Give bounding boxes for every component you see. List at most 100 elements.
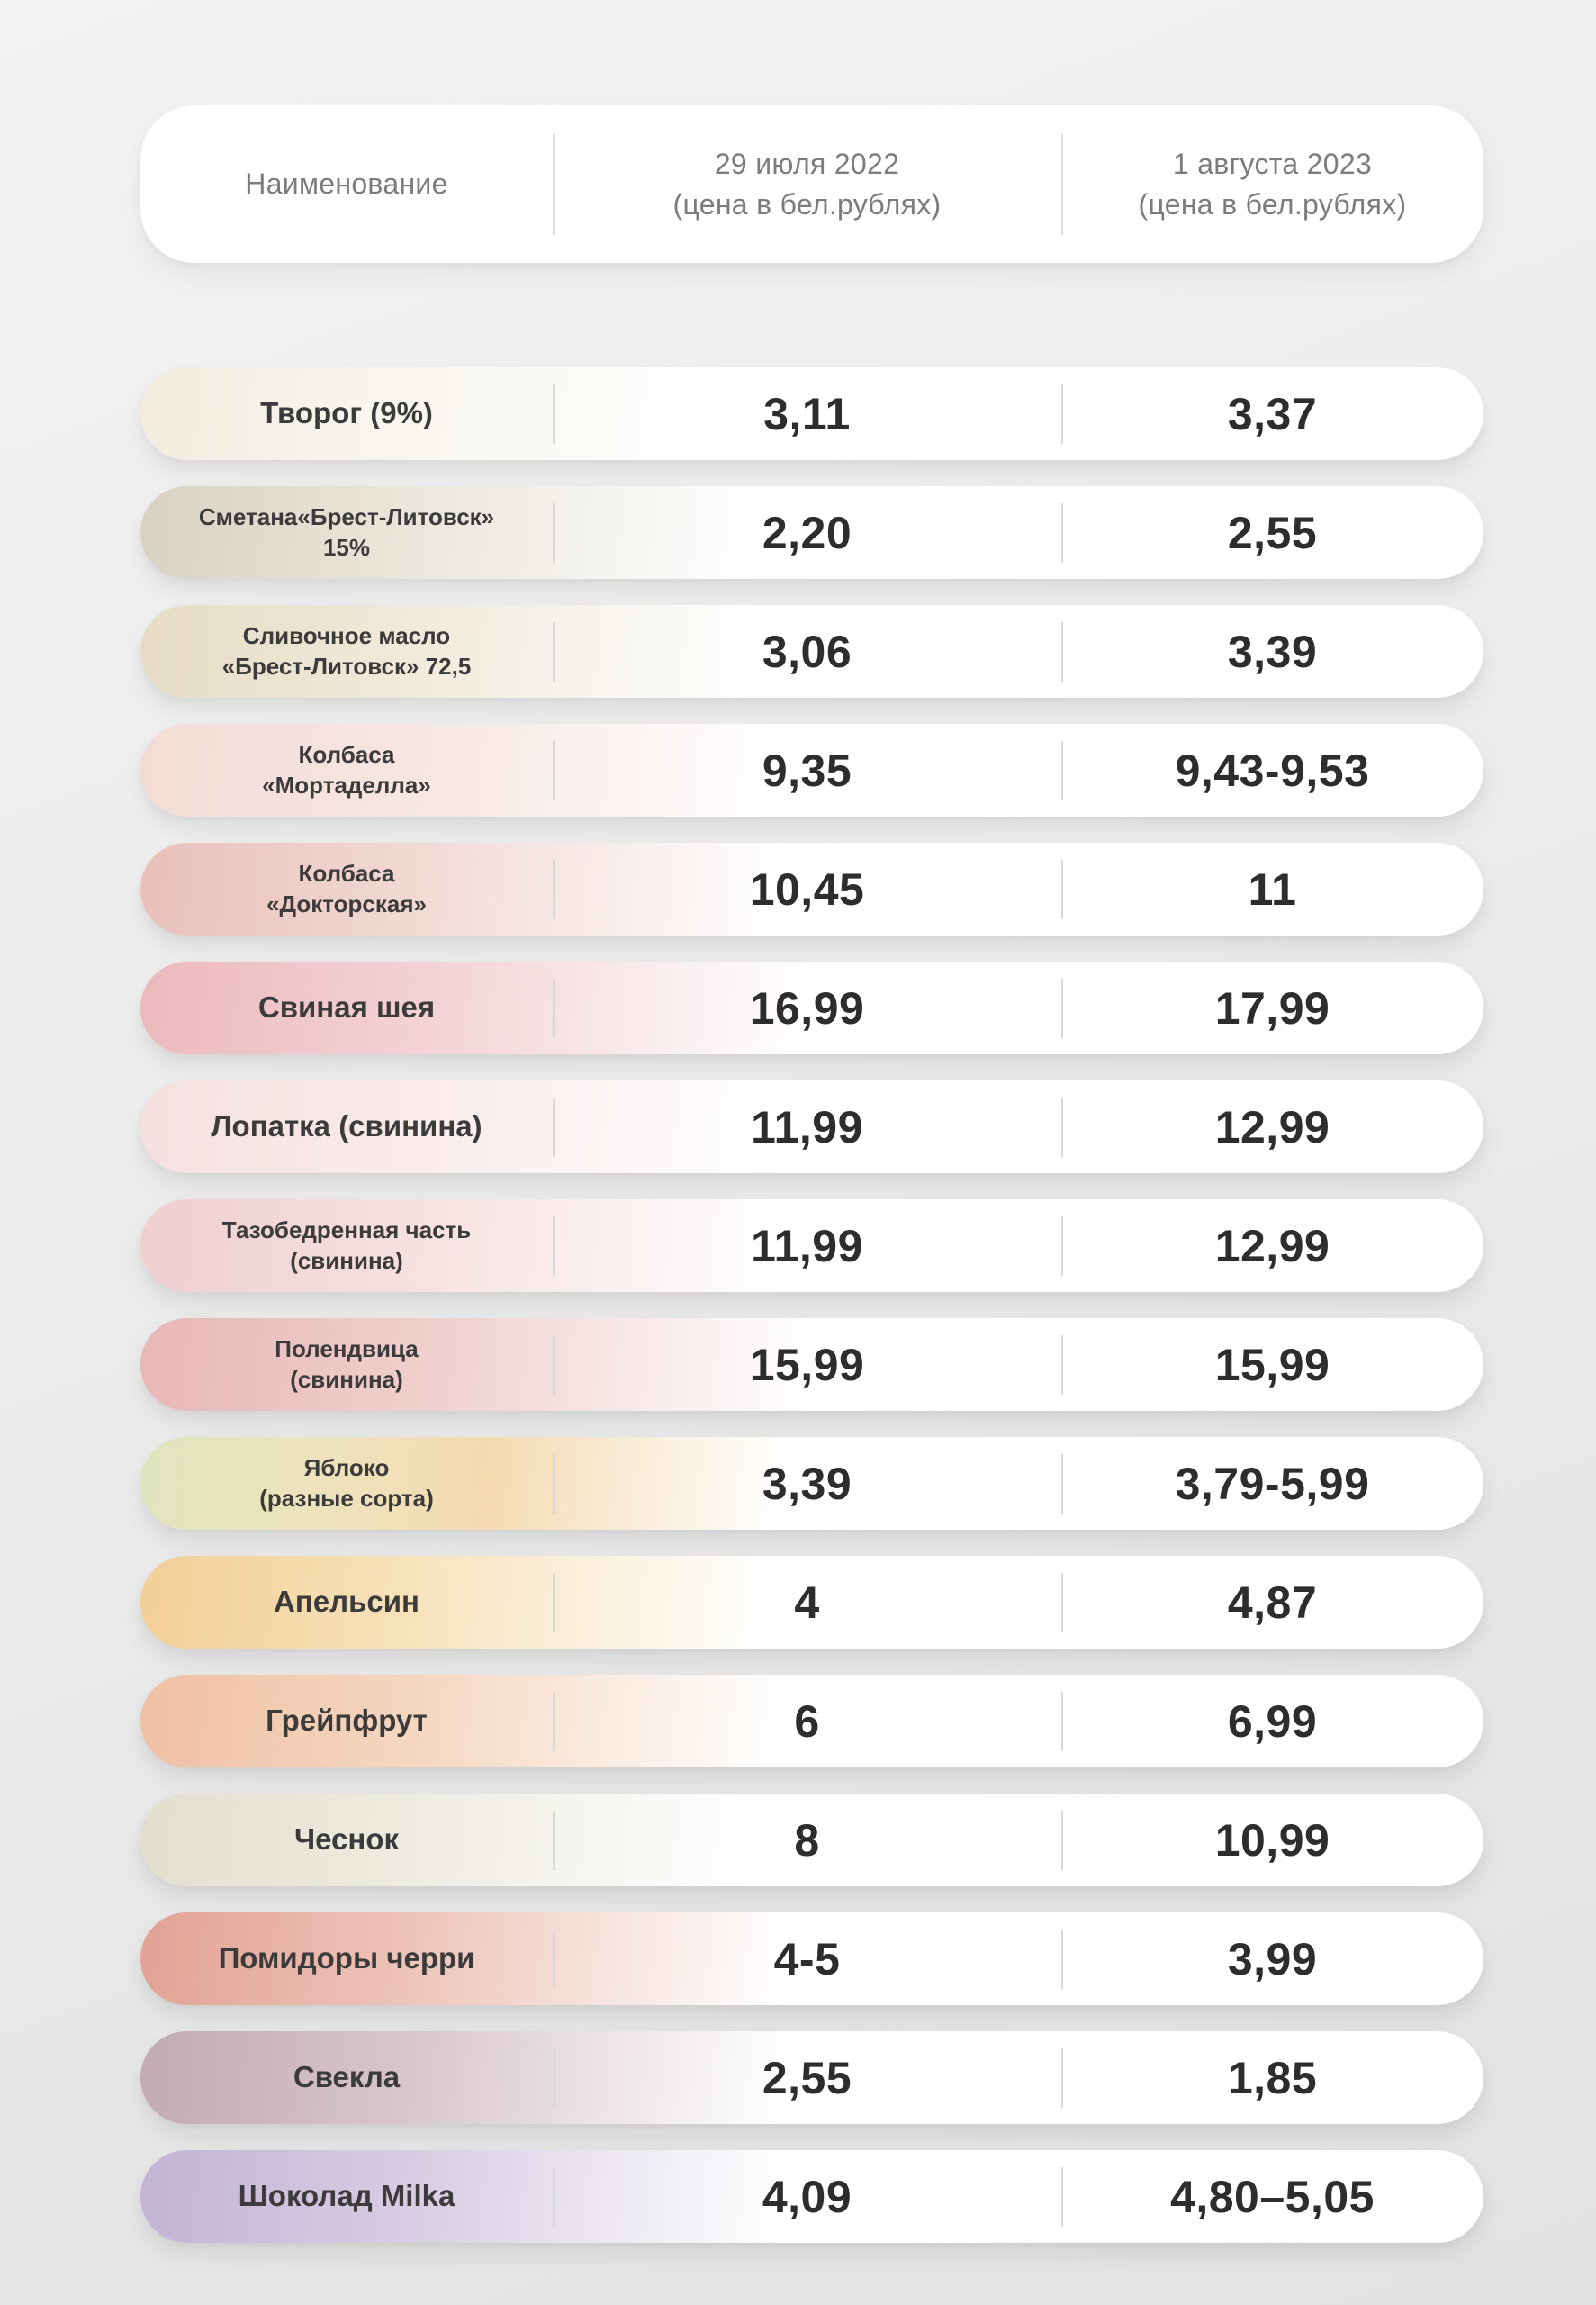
column-divider [1061, 621, 1063, 682]
product-name-cell: Колбаса «Докторская» [140, 859, 553, 920]
price-2022-cell: 2,55 [553, 2052, 1061, 2104]
price-2023: 3,99 [1227, 1933, 1318, 1984]
product-name: Сметана«Брест-Литовск» 15% [198, 502, 495, 561]
price-2023: 3,79-5,99 [1175, 1458, 1370, 1509]
column-divider [1061, 502, 1063, 563]
price-2023: 4,87 [1227, 1577, 1318, 1628]
price-2023-cell: 4,87 [1061, 1577, 1483, 1629]
column-divider [553, 859, 555, 919]
price-2022: 8 [794, 1814, 820, 1866]
column-divider [1061, 2166, 1063, 2227]
price-2022: 6 [794, 1695, 820, 1747]
price-2023: 17,99 [1214, 982, 1330, 1034]
column-divider [553, 384, 555, 444]
price-2022: 10,45 [749, 863, 865, 915]
price-2023-cell: 3,99 [1061, 1933, 1483, 1985]
price-2022-cell: 16,99 [553, 982, 1061, 1035]
column-divider [553, 1810, 555, 1870]
column-divider [1061, 384, 1063, 444]
header-2023-cell: 1 августа 2023 (цена в бел.рублях) [1061, 144, 1483, 225]
column-divider [1061, 1572, 1063, 1632]
header-name-cell: Наименование [140, 164, 553, 204]
price-2023: 9,43-9,53 [1175, 745, 1370, 796]
column-divider [553, 1572, 555, 1632]
price-2022-cell: 15,99 [553, 1339, 1061, 1391]
price-2023-cell: 17,99 [1061, 982, 1483, 1035]
column-divider [1061, 978, 1063, 1038]
column-divider [1061, 1691, 1063, 1751]
column-divider [553, 1453, 555, 1514]
table-row: Сливочное масло «Брест-Литовск» 72,5 3,0… [140, 605, 1483, 698]
price-2022: 2,55 [762, 2052, 852, 2103]
price-2022: 4 [794, 1577, 820, 1628]
price-2023-cell: 10,99 [1061, 1814, 1483, 1867]
column-divider [1061, 1453, 1063, 1514]
price-2022-cell: 4 [553, 1577, 1061, 1629]
price-2023-cell: 3,37 [1061, 388, 1483, 440]
price-2023: 1,85 [1227, 2052, 1318, 2103]
price-2022-cell: 3,39 [553, 1458, 1061, 1510]
product-name-cell: Чеснок [140, 1821, 553, 1859]
table-row: Полендвица (свинина) 15,99 15,99 [140, 1318, 1483, 1411]
price-2023: 4,80–5,05 [1170, 2171, 1375, 2222]
table-row: Сметана«Брест-Литовск» 15% 2,20 2,55 [140, 486, 1483, 579]
table-row: Лопатка (свинина) 11,99 12,99 [140, 1080, 1483, 1173]
table-content: Наименование 29 июля 2022 (цена в бел.ру… [140, 105, 1483, 2243]
column-divider [1061, 2047, 1063, 2108]
table-rows: Творог (9%) 3,11 3,37 Сметана«Брест-Лито… [140, 367, 1483, 2243]
product-name: Лопатка (свинина) [211, 1109, 482, 1143]
price-2023: 15,99 [1214, 1339, 1330, 1390]
table-row: Яблоко (разные сорта) 3,39 3,79-5,99 [140, 1437, 1483, 1530]
product-name-cell: Сливочное масло «Брест-Литовск» 72,5 [140, 621, 553, 682]
price-2023-cell: 2,55 [1061, 507, 1483, 559]
price-2022: 3,06 [762, 626, 852, 677]
product-name-cell: Тазобедренная часть (свинина) [140, 1216, 553, 1277]
price-2022-cell: 4,09 [553, 2171, 1061, 2223]
product-name: Яблоко (разные сорта) [259, 1453, 434, 1512]
price-2022: 9,35 [762, 745, 852, 796]
column-divider [553, 1691, 555, 1751]
price-2023-cell: 12,99 [1061, 1101, 1483, 1153]
column-divider [1061, 133, 1063, 235]
column-divider [553, 978, 555, 1038]
product-name: Свекла [293, 2060, 401, 2094]
price-2022: 4-5 [773, 1933, 841, 1984]
product-name: Помидоры черри [218, 1941, 475, 1975]
product-name-cell: Лопатка (свинина) [140, 1107, 553, 1146]
price-2022-cell: 3,06 [553, 626, 1061, 678]
product-name: Грейпфрут [266, 1704, 428, 1738]
product-name-cell: Свиная шея [140, 989, 553, 1027]
product-name-cell: Шоколад Milka [140, 2177, 553, 2216]
price-2023-cell: 6,99 [1061, 1695, 1483, 1748]
product-name-cell: Полендвица (свинина) [140, 1334, 553, 1396]
product-name: Тазобедренная часть (свинина) [221, 1216, 472, 1274]
price-2022-cell: 11,99 [553, 1220, 1061, 1272]
table-row: Шоколад Milka 4,09 4,80–5,05 [140, 2150, 1483, 2243]
price-2022: 3,11 [763, 388, 851, 439]
header-2022-label: 29 июля 2022 (цена в бел.рублях) [672, 147, 942, 221]
price-2022-cell: 6 [553, 1695, 1061, 1748]
column-divider [553, 621, 555, 682]
product-name: Творог (9%) [260, 396, 433, 430]
price-2022: 11,99 [751, 1101, 863, 1152]
column-divider [553, 2166, 555, 2227]
product-name: Сливочное масло «Брест-Литовск» 72,5 [221, 621, 472, 680]
product-name-cell: Колбаса «Мортаделла» [140, 740, 553, 801]
column-divider [553, 740, 555, 800]
column-divider [553, 133, 555, 235]
product-name: Апельсин [274, 1585, 419, 1619]
table-row: Творог (9%) 3,11 3,37 [140, 367, 1483, 460]
product-name: Свиная шея [257, 990, 436, 1025]
table-row: Грейпфрут 6 6,99 [140, 1675, 1483, 1767]
price-2022: 4,09 [762, 2171, 852, 2222]
product-name: Чеснок [293, 1822, 400, 1857]
product-name-cell: Творог (9%) [140, 394, 553, 433]
product-name-cell: Яблоко (разные сорта) [140, 1453, 553, 1514]
column-divider [1061, 1216, 1063, 1276]
table-row: Колбаса «Мортаделла» 9,35 9,43-9,53 [140, 724, 1483, 817]
table-row: Чеснок 8 10,99 [140, 1794, 1483, 1886]
table-row: Свиная шея 16,99 17,99 [140, 962, 1483, 1054]
price-2023: 10,99 [1214, 1814, 1330, 1866]
column-divider [553, 1216, 555, 1276]
